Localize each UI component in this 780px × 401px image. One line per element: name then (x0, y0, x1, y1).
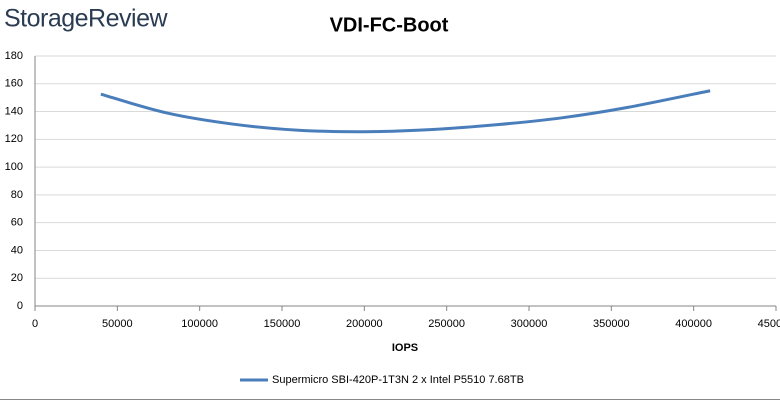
y-tick-label: 180 (5, 50, 23, 62)
y-tick-label: 60 (11, 217, 23, 229)
y-tick-label: 0 (17, 300, 23, 312)
x-tick-label: 50000 (102, 318, 133, 330)
y-tick-label: 140 (5, 105, 23, 117)
x-tick-label: 150000 (264, 318, 301, 330)
logo: StorageReview (4, 5, 168, 33)
x-axis-label: IOPS (392, 342, 418, 354)
x-tick-label: 250000 (428, 318, 465, 330)
x-tick-label: 450000 (758, 318, 780, 330)
legend-label: Supermicro SBI-420P-1T3N 2 x Intel P5510… (272, 374, 524, 386)
x-tick-label: 350000 (593, 318, 630, 330)
x-tick-label: 100000 (181, 318, 218, 330)
x-tick-label: 200000 (346, 318, 383, 330)
y-tick-label: 80 (11, 189, 23, 201)
y-tick-label: 100 (5, 161, 23, 173)
x-tick-label: 400000 (675, 318, 712, 330)
data-line (100, 89, 711, 134)
x-tick-label: 0 (32, 318, 38, 330)
x-tick-label: 300000 (511, 318, 548, 330)
y-tick-label: 40 (11, 244, 23, 256)
y-tick-label: 160 (5, 78, 23, 90)
y-tick-label: 20 (11, 272, 23, 284)
y-tick-label: 120 (5, 133, 23, 145)
chart-title: VDI-FC-Boot (330, 14, 449, 36)
